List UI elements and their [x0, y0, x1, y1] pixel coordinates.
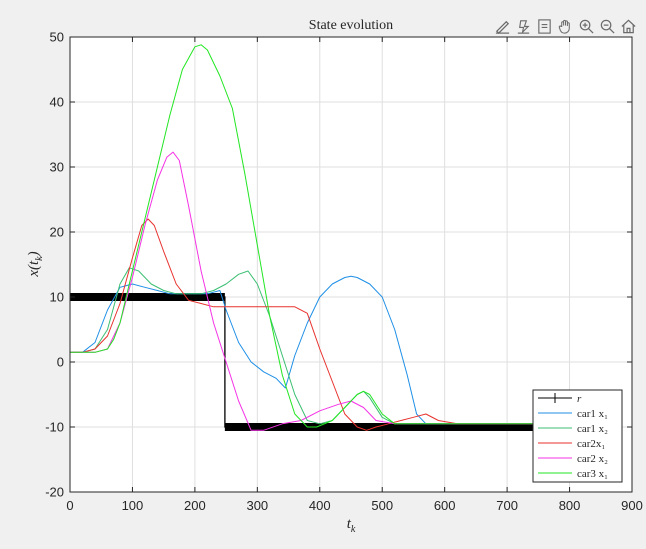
x-tick-label: 500 — [371, 498, 393, 513]
legend-car1-x1-label: car1 x₁ — [577, 408, 608, 420]
legend-car2-x2-label: car2 x₂ — [577, 453, 608, 465]
y-tick-label: 30 — [50, 160, 64, 175]
x-tick-label: 400 — [309, 498, 331, 513]
x-tick-label: 300 — [246, 498, 268, 513]
x-axis-label-sub: k — [351, 524, 356, 535]
legend[interactable]: r car1 x₁ car1 x₂ car2x₁ car2 x₂ car3 x₁ — [532, 389, 623, 483]
x-axis-label: tk — [347, 516, 356, 535]
series-car2-x2 — [70, 151, 539, 431]
zoom-in-icon — [579, 19, 594, 34]
x-tick-label: 700 — [496, 498, 518, 513]
axes-toolbar — [492, 16, 638, 38]
x-tick-label: 0 — [66, 498, 73, 513]
zoom-out-icon — [600, 19, 615, 34]
y-tick-label: 20 — [50, 225, 64, 240]
grid — [70, 37, 632, 492]
ticks: 0 100 200 300 400 500 600 700 800 900 -20 -10 0 10 20 3… — [45, 30, 643, 514]
y-tick-label: -10 — [45, 420, 64, 435]
legend-car2-x1-label: car2x₁ — [577, 438, 605, 450]
x-tick-label: 900 — [621, 498, 643, 513]
data-tips-icon — [517, 19, 530, 34]
zoom-in-button[interactable] — [576, 16, 596, 36]
data-tips-button[interactable] — [513, 16, 533, 36]
brush-icon — [495, 20, 509, 34]
pan-hand-icon — [558, 19, 570, 34]
x-tick-label: 100 — [122, 498, 144, 513]
x-tick-label: 800 — [559, 498, 581, 513]
series-lines — [70, 44, 539, 431]
y-axis-label-sub: k — [34, 256, 45, 261]
legend-car1-x2-label: car1 x₂ — [577, 423, 608, 435]
brush-button[interactable] — [492, 16, 512, 36]
zoom-out-button[interactable] — [597, 16, 617, 36]
y-axis-label: x(tk) — [26, 251, 45, 277]
legend-box — [532, 389, 623, 483]
x-axis-label-base: t — [347, 516, 352, 532]
x-tick-label: 200 — [184, 498, 206, 513]
y-tick-label: 50 — [50, 30, 64, 45]
home-button[interactable] — [618, 16, 638, 36]
x-tick-label: 600 — [434, 498, 456, 513]
home-icon — [620, 19, 636, 33]
series-car1-x1 — [70, 275, 539, 425]
y-tick-label: -20 — [45, 485, 64, 500]
chart-title: State evolution — [309, 18, 393, 33]
legend-r-label: r — [577, 393, 582, 405]
y-tick-label: 10 — [50, 290, 64, 305]
y-tick-label: 0 — [57, 355, 64, 370]
rotate-button[interactable] — [534, 16, 554, 36]
y-axis-label-base: x(t — [26, 260, 42, 278]
y-tick-label: 40 — [50, 95, 64, 110]
series-car2-x1 — [70, 218, 539, 431]
y-axis-label-close: ) — [26, 251, 42, 257]
pan-button[interactable] — [555, 16, 575, 36]
rotate-icon — [537, 18, 551, 34]
series-car3-x1 — [70, 44, 539, 428]
plot-box — [69, 36, 633, 493]
legend-car3-x1-label: car3 x₁ — [577, 468, 608, 480]
legend-items: r car1 x₁ car1 x₂ car2x₁ car2 x₂ car3 x₁ — [538, 393, 608, 480]
